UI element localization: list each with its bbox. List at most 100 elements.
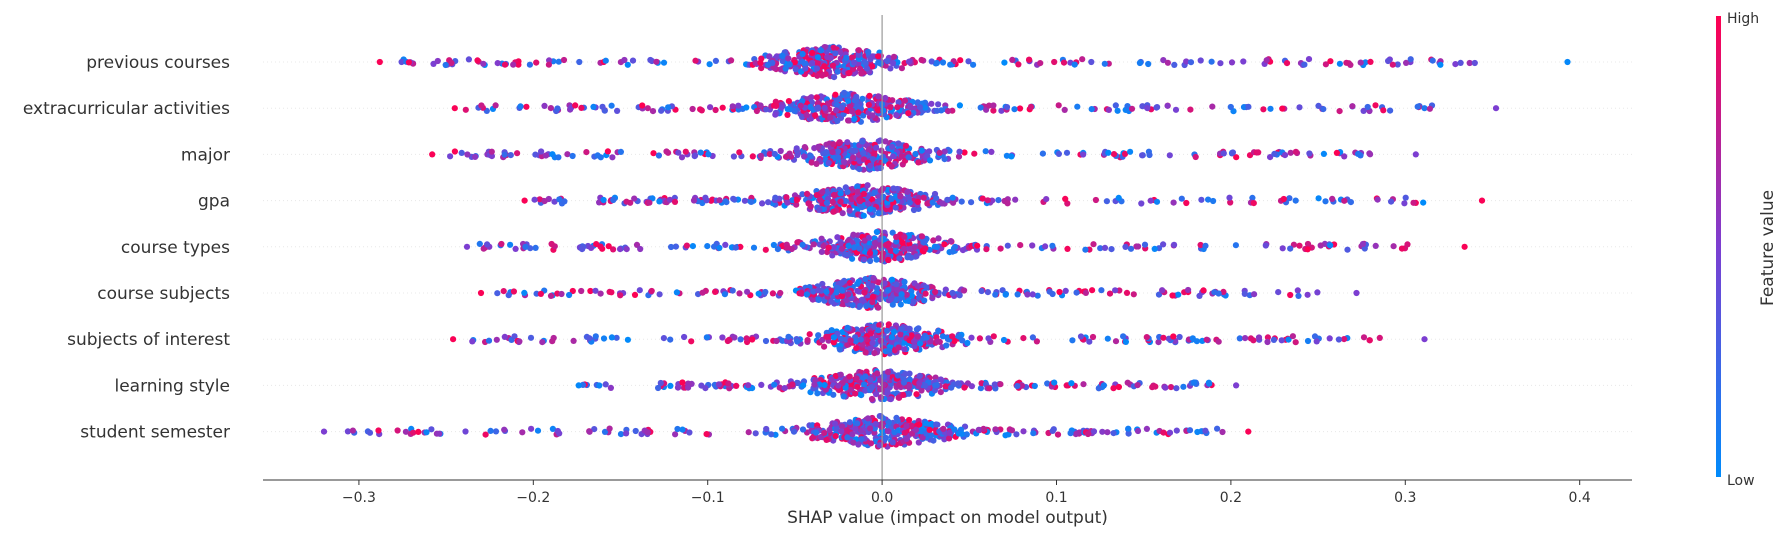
shap-point	[777, 147, 784, 155]
shap-point	[722, 241, 729, 248]
shap-point	[784, 106, 791, 113]
shap-point	[1089, 287, 1096, 294]
shap-point	[876, 322, 883, 329]
shap-point	[846, 69, 853, 77]
shap-point	[538, 148, 545, 155]
shap-point	[852, 147, 859, 154]
shap-point	[1267, 105, 1274, 112]
shap-point	[492, 102, 499, 109]
x-axis-ticks: −0.3 −0.2 −0.1 0.0 0.1 0.2 0.3 0.4	[342, 480, 1591, 506]
shap-point	[1320, 150, 1327, 157]
shap-point	[752, 60, 759, 67]
shap-point	[597, 154, 604, 161]
shap-point	[901, 429, 909, 436]
shap-point	[783, 194, 790, 201]
shap-point	[860, 190, 868, 197]
shap-point	[1367, 58, 1374, 65]
shap-point	[846, 373, 853, 380]
shap-point	[864, 415, 872, 422]
shap-point	[934, 338, 941, 345]
shap-point	[816, 206, 823, 213]
shap-point	[1112, 338, 1120, 345]
colorbar-gradient	[1716, 16, 1721, 477]
shap-point	[1280, 195, 1287, 203]
shap-point	[773, 337, 780, 345]
shap-point	[905, 390, 913, 397]
shap-point	[857, 391, 864, 398]
shap-point	[851, 244, 858, 251]
shap-point	[890, 153, 897, 160]
shap-point	[706, 61, 713, 68]
shap-point	[624, 336, 632, 343]
shap-point	[888, 338, 895, 345]
shap-point	[823, 288, 830, 295]
shap-point	[1143, 334, 1150, 341]
shap-point	[410, 429, 417, 436]
shap-point	[750, 244, 758, 251]
shap-point	[703, 431, 710, 438]
shap-point	[1173, 427, 1180, 434]
shap-point	[349, 427, 356, 434]
shap-point	[1232, 242, 1239, 249]
shap-point	[830, 208, 837, 215]
shap-point	[860, 156, 868, 163]
shap-point	[872, 421, 879, 428]
shap-point	[703, 334, 711, 341]
shap-point	[1008, 427, 1016, 434]
shap-point	[1327, 242, 1334, 249]
shap-point	[697, 149, 704, 156]
shap-point	[866, 146, 873, 153]
shap-point	[1322, 198, 1329, 205]
shap-point	[436, 430, 443, 437]
shap-point	[493, 336, 500, 343]
shap-point	[1250, 200, 1257, 207]
shap-point	[671, 198, 679, 205]
shap-point	[815, 332, 822, 339]
shap-point	[689, 243, 697, 250]
shap-point	[649, 108, 657, 115]
shap-point	[572, 102, 579, 109]
shap-point	[1101, 60, 1108, 67]
shap-point	[1013, 431, 1020, 438]
shap-point	[862, 276, 869, 283]
shap-point	[957, 57, 964, 64]
shap-point	[757, 102, 764, 109]
shap-point	[578, 104, 585, 111]
shap-point	[896, 255, 903, 262]
shap-point	[1171, 241, 1178, 248]
shap-point	[998, 107, 1005, 114]
shap-point	[809, 49, 816, 57]
feature-label: extracurricular activities	[23, 99, 230, 119]
shap-point	[1394, 61, 1401, 68]
shap-point	[1306, 150, 1313, 157]
feature-label: course types	[121, 238, 230, 258]
shap-point	[845, 291, 852, 298]
shap-point	[1055, 102, 1062, 109]
shap-point	[898, 65, 906, 72]
shap-point	[1229, 149, 1236, 156]
shap-point	[768, 431, 775, 438]
shap-point	[697, 106, 704, 113]
shap-point	[895, 140, 902, 147]
shap-point	[897, 193, 904, 200]
shap-point	[801, 60, 808, 67]
shap-point	[856, 65, 864, 72]
shap-point	[1270, 336, 1277, 343]
shap-point	[1169, 292, 1176, 299]
shap-point	[423, 429, 430, 436]
shap-point	[531, 196, 538, 203]
shap-point	[859, 341, 867, 348]
shap-point	[1250, 337, 1257, 344]
shap-point	[813, 429, 820, 436]
shap-point	[1255, 149, 1262, 156]
shap-point	[840, 393, 847, 400]
shap-point	[745, 429, 752, 436]
shap-outlier-point	[429, 151, 436, 158]
shap-point	[977, 385, 985, 392]
shap-point	[818, 235, 825, 242]
shap-point	[855, 278, 862, 285]
shap-point	[1030, 430, 1037, 437]
shap-point	[836, 48, 844, 56]
shap-point	[868, 63, 876, 70]
shap-point	[799, 241, 806, 248]
